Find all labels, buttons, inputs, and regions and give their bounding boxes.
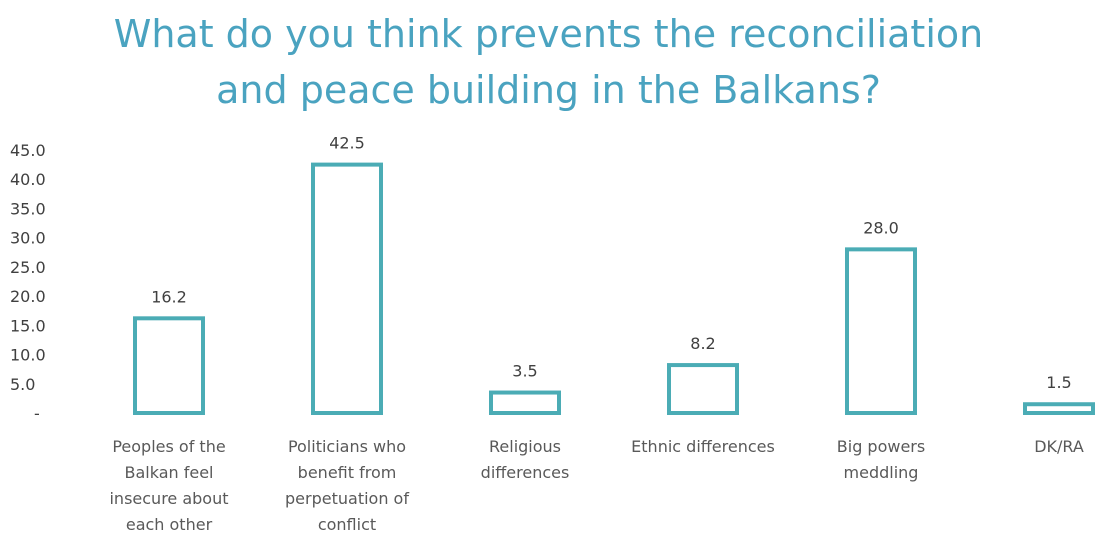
bar — [311, 162, 383, 415]
category-label: Politicians who benefit from perpetuation … — [285, 437, 409, 534]
y-tick-label: 35.0 — [10, 199, 46, 218]
category-label: Big powers meddling — [837, 437, 925, 482]
bar — [667, 363, 739, 416]
category-label-line: insecure about — [109, 489, 228, 508]
chart-title: What do you think prevents the reconcili… — [0, 6, 1097, 118]
category-label-line: perpetuation of — [285, 489, 409, 508]
category-label-line: Politicians who — [288, 437, 406, 456]
y-tick-label: 30.0 — [10, 229, 46, 248]
category-label-line: Balkan feel — [124, 463, 213, 482]
chart-title-line-2: and peace building in the Balkans? — [216, 68, 881, 112]
bar — [133, 316, 205, 416]
category-label-line: conflict — [318, 515, 376, 534]
y-tick-label: 40.0 — [10, 170, 46, 189]
bar — [845, 247, 917, 415]
data-label: 8.2 — [690, 334, 715, 353]
y-tick-label: 10.0 — [10, 346, 46, 365]
y-tick-label: 15.0 — [10, 316, 46, 335]
category-label: Religious differences — [481, 437, 570, 482]
x-axis: Peoples of the Balkan feel insecure about e… — [109, 437, 1083, 534]
y-axis: - 5.0 10.0 15.0 20.0 25.0 30.0 35.0 40.0 45.0 — [10, 141, 46, 423]
y-tick-label: - — [34, 404, 40, 423]
bar — [489, 390, 561, 415]
data-label: 3.5 — [512, 362, 537, 381]
y-tick-label: 25.0 — [10, 258, 46, 277]
y-tick-label: 45.0 — [10, 141, 46, 160]
data-label: 16.2 — [151, 287, 187, 306]
y-tick-label: 5.0 — [10, 375, 35, 394]
chart-title-line-1: What do you think prevents the reconcili… — [113, 12, 984, 56]
category-label: DK/RA — [1034, 437, 1084, 456]
data-label: 42.5 — [329, 134, 365, 153]
data-label: 1.5 — [1046, 373, 1071, 392]
data-labels: 16.2 42.5 3.5 8.2 28.0 1.5 — [151, 134, 1072, 393]
y-tick-label: 20.0 — [10, 287, 46, 306]
category-label-line: differences — [481, 463, 570, 482]
category-label-line: each other — [126, 515, 213, 534]
bars — [133, 162, 1095, 416]
category-label-line: meddling — [844, 463, 919, 482]
category-label-line: Peoples of the — [112, 437, 225, 456]
category-label: Peoples of the Balkan feel insecure about e… — [109, 437, 228, 534]
bar — [1023, 402, 1095, 416]
category-label-line: DK/RA — [1034, 437, 1084, 456]
category-label-line: Ethnic differences — [631, 437, 775, 456]
category-label-line: benefit from — [298, 463, 397, 482]
data-label: 28.0 — [863, 218, 899, 237]
category-label-line: Big powers — [837, 437, 925, 456]
category-label: Ethnic differences — [631, 437, 775, 456]
category-label-line: Religious — [489, 437, 561, 456]
